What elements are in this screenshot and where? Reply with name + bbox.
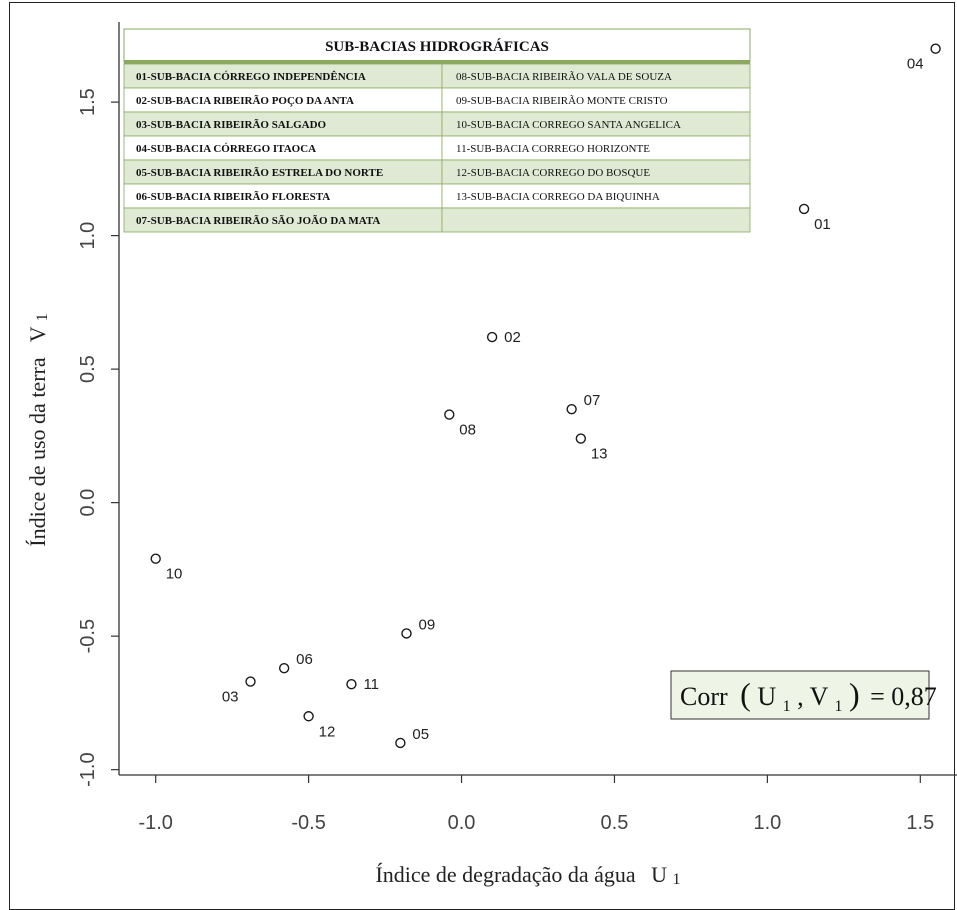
- x-axis-title-text: Índice de degradação da água: [375, 862, 635, 887]
- y-axis-title-text: Índice de uso da terra: [25, 357, 50, 547]
- legend-cell: [123, 63, 443, 89]
- legend-entry: 03-SUB-BACIA RIBEIRÃO SALGADO: [136, 119, 327, 131]
- corr-paren-close: ): [849, 676, 860, 712]
- legend-cell: [441, 63, 751, 89]
- point-label: 13: [591, 446, 608, 463]
- point-label: 04: [907, 56, 924, 73]
- corr-prefix: Corr: [680, 682, 728, 711]
- legend-entry: 12-SUB-BACIA CORREGO DO BOSQUE: [456, 167, 650, 179]
- x-tick-label: 0.5: [601, 812, 629, 834]
- point-label: 02: [504, 329, 521, 346]
- data-point: [401, 628, 412, 639]
- data-point: [566, 403, 577, 415]
- legend-entry: 07-SUB-BACIA RIBEIRÃO SÃO JOÃO DA MATA: [136, 215, 380, 227]
- legend-cell: [123, 207, 443, 233]
- legend-entry: 01-SUB-BACIA CÓRREGO INDEPENDÊNCIA: [136, 71, 366, 83]
- legend-entry: 11-SUB-BACIA CORREGO HORIZONTE: [456, 143, 650, 155]
- correlation-annotation: Corr ( U 1 , V 1 ) = 0,87: [670, 670, 937, 720]
- corr-v-sub: 1: [834, 698, 842, 715]
- x-axis-title-var: U: [651, 862, 667, 887]
- legend-entry: 10-SUB-BACIA CORREGO SANTA ANGELICA: [456, 119, 681, 131]
- point-label: 03: [222, 689, 239, 706]
- legend-entry: 02-SUB-BACIA RIBEIRÃO POÇO DA ANTA: [136, 95, 354, 107]
- data-point: [575, 433, 587, 444]
- corr-comma: ,: [797, 682, 810, 711]
- legend-cell: [123, 159, 443, 185]
- legend-table: SUB-BACIAS HIDROGRÁFICAS 01-SUB-BACIA CÓR…: [123, 28, 751, 233]
- legend-cell: [441, 207, 751, 233]
- point-label: 05: [412, 726, 429, 743]
- x-tick-label: -0.5: [291, 812, 325, 834]
- point-label: 07: [584, 392, 601, 409]
- corr-value: = 0,87: [870, 682, 937, 711]
- x-axis-title: Índice de degradação da água U 1: [375, 862, 680, 888]
- x-tick-label: 1.0: [753, 812, 781, 834]
- data-point: [346, 679, 357, 690]
- y-axis-title: Índice de uso da terra V 1: [25, 313, 51, 546]
- y-tick-label: 0.0: [77, 489, 99, 517]
- y-axis-title-sub: 1: [34, 313, 51, 321]
- legend-entry: 04-SUB-BACIA CÓRREGO ITAOCA: [136, 143, 316, 155]
- legend-title-cell: [123, 28, 751, 63]
- data-point: [245, 676, 256, 687]
- data-point: [278, 662, 290, 674]
- legend-cell: [123, 135, 443, 161]
- correlation-text: Corr ( U 1 , V 1 ) = 0,87: [680, 676, 937, 717]
- y-tick-label: 1.5: [77, 88, 99, 116]
- legend-cell: [441, 87, 751, 113]
- legend-cell: [441, 135, 751, 161]
- corr-u-sub: 1: [783, 698, 791, 715]
- point-label: 10: [166, 566, 183, 583]
- data-point: [444, 409, 455, 420]
- y-tick-label: -1.0: [77, 752, 99, 786]
- y-tick-label: 1.0: [77, 222, 99, 250]
- legend-cell: [123, 111, 443, 137]
- corr-u: U: [757, 682, 776, 711]
- y-axis-title-var: V: [25, 326, 50, 342]
- corr-v: V: [810, 682, 829, 711]
- legend-entry: 06-SUB-BACIA RIBEIRÃO FLORESTA: [136, 191, 330, 203]
- data-point: [150, 553, 161, 564]
- legend-entry: 09-SUB-BACIA RIBEIRÃO MONTE CRISTO: [456, 95, 668, 107]
- data-point: [798, 203, 810, 215]
- legend-cell: [441, 111, 751, 137]
- legend-entry: 05-SUB-BACIA RIBEIRÃO ESTRELA DO NORTE: [136, 167, 383, 179]
- data-point: [486, 331, 498, 343]
- x-axis-title-sub: 1: [673, 871, 681, 888]
- legend-entry: 13-SUB-BACIA CORREGO DA BIQUINHA: [456, 191, 660, 203]
- point-label: 12: [319, 723, 336, 740]
- point-label: 08: [459, 422, 476, 439]
- legend-cell: [123, 183, 443, 209]
- data-point: [303, 711, 314, 722]
- x-tick-label: 1.5: [906, 812, 934, 834]
- correlation-box: [670, 670, 930, 720]
- x-tick-label: 0.0: [448, 812, 476, 834]
- data-point: [395, 737, 406, 749]
- point-label: 06: [296, 651, 313, 668]
- y-tick-label: 0.5: [77, 355, 99, 383]
- point-label: 01: [814, 216, 831, 233]
- ticks: -1.0 -0.5 0.0 0.5 1.0 1.5 -1.0 -0.5 0.0 0.5 1.0 1.5: [77, 88, 934, 834]
- point-label: 09: [418, 616, 435, 633]
- point-label: 11: [363, 676, 379, 693]
- legend-cell: [441, 183, 751, 209]
- legend-cell: [441, 159, 751, 185]
- data-point: [930, 43, 941, 54]
- legend-title: SUB-BACIAS HIDROGRÁFICAS: [325, 38, 549, 55]
- x-tick-label: -1.0: [138, 812, 172, 834]
- axes: [118, 22, 957, 776]
- legend-entry: 08-SUB-BACIA RIBEIRÃO VALA DE SOUZA: [456, 71, 672, 83]
- corr-paren-open: (: [740, 676, 751, 712]
- y-tick-label: -0.5: [77, 619, 99, 653]
